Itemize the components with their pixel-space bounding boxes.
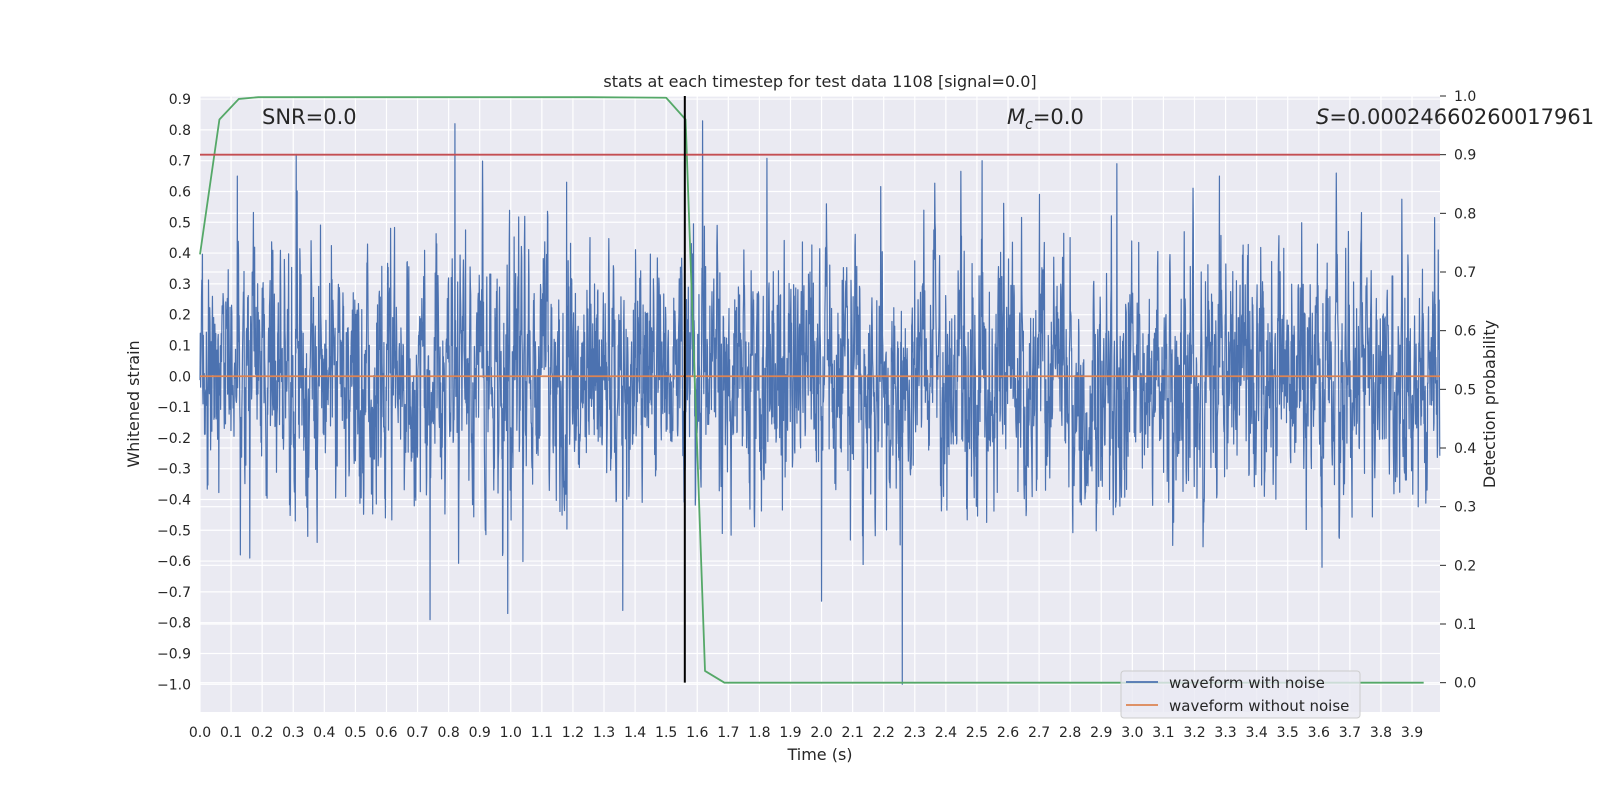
x-tick-label: 1.2 (562, 725, 584, 741)
mc-subscript: c (1025, 117, 1033, 133)
y-axis-label: Whitened strain (124, 340, 143, 467)
y-tick-label: −1.0 (157, 677, 191, 693)
x-tick-label: 3.6 (1308, 725, 1330, 741)
chart-title: stats at each timestep for test data 110… (603, 72, 1036, 91)
x-tick-label: 0.9 (469, 725, 491, 741)
y-tick-label: 0.2 (169, 308, 191, 324)
x-tick-label: 0.2 (251, 725, 273, 741)
x-tick-label: 2.1 (841, 725, 863, 741)
x-tick-label: 3.1 (1152, 725, 1174, 741)
legend-label-noise: waveform with noise (1169, 674, 1325, 692)
y-tick-label: −0.6 (157, 554, 191, 570)
x-tick-label: 0.7 (406, 725, 428, 741)
x-tick-label: 2.0 (810, 725, 832, 741)
x-tick-label: 2.8 (1059, 725, 1081, 741)
x-tick-label: 1.0 (500, 725, 522, 741)
y-tick-label: 0.9 (169, 92, 191, 108)
y-tick-label: 0.5 (169, 215, 191, 231)
y2-tick-label: 0.1 (1454, 617, 1476, 633)
x-tick-label: 3.0 (1121, 725, 1143, 741)
y2-tick-label: 0.5 (1454, 382, 1476, 398)
x-tick-label: 2.5 (966, 725, 988, 741)
x-tick-label: 2.9 (1090, 725, 1112, 741)
y-tick-label: 0.6 (169, 184, 191, 200)
x-tick-label: 0.1 (220, 725, 242, 741)
x-tick-label: 0.0 (189, 725, 211, 741)
y-tick-label: −0.3 (157, 462, 191, 478)
x-tick-label: 0.4 (313, 725, 335, 741)
y-tick-label: −0.5 (157, 523, 191, 539)
s-value: =0.00024660260017961 (1329, 105, 1594, 129)
x-tick-label: 3.8 (1370, 725, 1392, 741)
x-axis-label: Time (s) (786, 745, 852, 764)
y-tick-label: −0.2 (157, 431, 191, 447)
y2-tick-label: 0.9 (1454, 148, 1476, 164)
y-tick-label: 0.4 (169, 246, 191, 262)
x-tick-label: 2.3 (904, 725, 926, 741)
y-tick-label: −0.8 (157, 616, 191, 632)
x-tick-label: 2.7 (1028, 725, 1050, 741)
y2-tick-label: 1.0 (1454, 89, 1476, 105)
s-annotation: S=0.00024660260017961 (1316, 105, 1594, 129)
x-tick-label: 2.2 (873, 725, 895, 741)
x-tick-label: 0.6 (375, 725, 397, 741)
y-tick-label: 0.1 (169, 338, 191, 354)
y2-tick-label: 0.4 (1454, 441, 1476, 457)
x-tick-label: 3.7 (1339, 725, 1361, 741)
y2-tick-label: 0.8 (1454, 206, 1476, 222)
y2-tick-label: 0.3 (1454, 500, 1476, 516)
x-tick-label: 3.2 (1183, 725, 1205, 741)
y-tick-label: −0.9 (157, 646, 191, 662)
x-tick-label: 1.4 (624, 725, 646, 741)
y-tick-label: −0.1 (157, 400, 191, 416)
y-tick-label: −0.7 (157, 585, 191, 601)
x-tick-label: 0.3 (282, 725, 304, 741)
snr-annotation: SNR=0.0 (262, 105, 357, 129)
x-tick-label: 3.5 (1277, 725, 1299, 741)
x-tick-label: 1.8 (748, 725, 770, 741)
series-detection-probability-line (199, 96, 1424, 684)
s-symbol: S (1316, 105, 1329, 129)
y2-axis-label: Detection probability (1480, 320, 1499, 488)
axes: 0.0 0.1 0.2 0.3 0.4 0.5 0.6 0.7 0.8 0.9 1.0 1.1 1.2 1… (157, 89, 1476, 741)
series-layer (199, 96, 1441, 685)
x-tick-label: 1.3 (593, 725, 615, 741)
reference-lines (200, 96, 1440, 683)
y-tick-label: 0.7 (169, 154, 191, 170)
x-tick-label: 1.9 (779, 725, 801, 741)
x-tick-label: 3.4 (1246, 725, 1268, 741)
legend-box (1120, 670, 1361, 719)
y-tick-label: 0.3 (169, 277, 191, 293)
x-tick-label: 1.6 (686, 725, 708, 741)
x-tick-label: 0.5 (344, 725, 366, 741)
x-tick-label: 1.7 (717, 725, 739, 741)
x-tick-label: 1.5 (655, 725, 677, 741)
x-tick-label: 3.3 (1214, 725, 1236, 741)
y-tick-label: 0.0 (169, 369, 191, 385)
y-tick-label: 0.8 (169, 123, 191, 139)
y2-tick-label: 0.6 (1454, 324, 1476, 340)
y-tick-label: −0.4 (157, 492, 191, 508)
x-tick-label: 2.4 (935, 725, 957, 741)
mc-annotation: Mc=0.0 (1007, 105, 1084, 133)
y2-tick-label: 0.7 (1454, 265, 1476, 281)
y2-tick-label: 0.0 (1454, 676, 1476, 692)
x-tick-label: 1.1 (531, 725, 553, 741)
y2-tick-label: 0.2 (1454, 558, 1476, 574)
x-tick-label: 0.8 (437, 725, 459, 741)
mc-value: =0.0 (1033, 105, 1084, 129)
legend: waveform with noise waveform without noi… (1120, 670, 1361, 719)
legend-label-clean: waveform without noise (1169, 697, 1349, 715)
mc-symbol: M (1007, 105, 1025, 129)
x-tick-label: 3.9 (1401, 725, 1423, 741)
x-tick-label: 2.6 (997, 725, 1019, 741)
